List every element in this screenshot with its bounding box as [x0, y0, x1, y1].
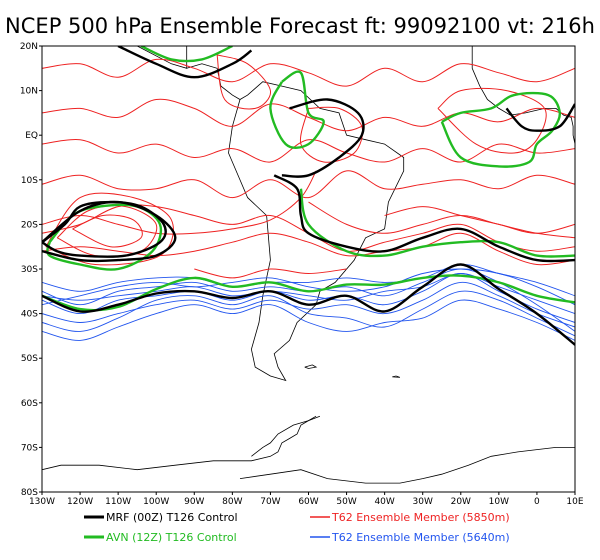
- lat-label-10: 80S: [21, 488, 38, 498]
- contour-series-1-line-5: [140, 46, 233, 63]
- lat-label-8: 60S: [21, 399, 38, 409]
- contour-series-2-line-10: [299, 106, 364, 163]
- coastline-3: [186, 46, 206, 47]
- contour-series-0-line-0: [42, 263, 575, 346]
- lat-label-2: EQ: [25, 131, 38, 141]
- contour-series-2-line-2: [42, 232, 575, 266]
- lat-label-7: 50S: [21, 354, 38, 364]
- lon-label-1: 120W: [67, 497, 93, 507]
- contour-series-2-line-15: [308, 201, 575, 239]
- lon-label-11: 20W: [451, 497, 471, 507]
- contour-series-3-line-4: [42, 290, 575, 337]
- contour-lines: [42, 46, 575, 346]
- contour-series-2-line-13: [384, 206, 575, 234]
- contour-series-3-line-5: [42, 264, 575, 297]
- coastline-10: [392, 375, 401, 378]
- contour-series-2-line-11: [216, 54, 271, 110]
- lon-label-10: 30W: [413, 497, 433, 507]
- lon-label-2: 110W: [105, 497, 131, 507]
- lat-label-5: 30S: [21, 265, 38, 275]
- coastline-7: [251, 415, 321, 457]
- contour-series-0-line-6: [505, 103, 575, 132]
- coastline-8: [239, 447, 575, 484]
- contour-series-2-line-4: [42, 58, 575, 87]
- map-title: NCEP 500 hPa Ensemble Forecast ft: 99092…: [5, 14, 595, 38]
- contour-series-2-line-0: [42, 170, 575, 199]
- coastline-2: [137, 46, 188, 69]
- lat-label-3: 10S: [21, 176, 38, 186]
- legend-label-mrf: MRF (00Z) T126 Control: [106, 511, 238, 524]
- contour-series-1-line-3: [269, 70, 325, 149]
- lon-label-13: 0: [534, 497, 540, 507]
- lon-label-12: 10W: [489, 497, 509, 507]
- coastline-6: [42, 415, 317, 471]
- contour-series-2-line-14: [194, 268, 347, 279]
- contour-series-2-line-5: [42, 138, 575, 163]
- lat-label-9: 70S: [21, 443, 38, 453]
- contour-series-0-line-5: [117, 46, 253, 79]
- lat-label-0: 20N: [20, 42, 38, 52]
- contour-series-3-line-2: [42, 281, 575, 328]
- legend-label-t62-5850: T62 Ensemble Member (5850m): [331, 511, 510, 524]
- lat-label-1: 10N: [20, 87, 38, 97]
- contour-series-2-line-9: [42, 170, 317, 235]
- lat-label-4: 20S: [21, 220, 38, 230]
- lon-label-4: 90W: [184, 497, 204, 507]
- coastline-9: [304, 364, 318, 369]
- contour-series-2-line-3: [42, 98, 575, 132]
- lon-label-9: 40W: [374, 497, 394, 507]
- contour-series-3-line-0: [42, 273, 575, 323]
- legend: MRF (00Z) T126 Control AVN (12Z) T126 Co…: [84, 511, 510, 544]
- coastline-4: [471, 46, 481, 87]
- contour-series-2-line-8: [72, 214, 143, 248]
- lon-label-5: 80W: [222, 497, 242, 507]
- contour-series-2-line-7: [45, 192, 174, 266]
- contour-series-0-line-3: [273, 174, 575, 263]
- contour-series-1-line-4: [440, 91, 562, 168]
- contour-series-3-line-7: [42, 273, 575, 315]
- lon-label-14: 10E: [566, 497, 583, 507]
- lon-label-7: 60W: [298, 497, 318, 507]
- legend-label-t62-5640: T62 Ensemble Member (5640m): [331, 531, 510, 544]
- lon-label-0: 130W: [29, 497, 55, 507]
- contour-series-0-line-2: [42, 200, 167, 258]
- contour-series-3-line-3: [42, 268, 575, 306]
- lon-label-6: 70W: [260, 497, 280, 507]
- contour-series-3-line-6: [42, 299, 575, 341]
- contour-series-2-line-12: [437, 87, 547, 154]
- coastline-5: [479, 85, 575, 145]
- lon-label-8: 50W: [336, 497, 356, 507]
- legend-label-avn: AVN (12Z) T126 Control: [106, 531, 237, 544]
- contour-series-1-line-2: [299, 188, 575, 258]
- lon-label-3: 100W: [143, 497, 169, 507]
- lat-label-6: 40S: [21, 310, 38, 320]
- contour-series-0-line-4: [281, 98, 365, 178]
- contour-series-0-line-1: [42, 200, 177, 263]
